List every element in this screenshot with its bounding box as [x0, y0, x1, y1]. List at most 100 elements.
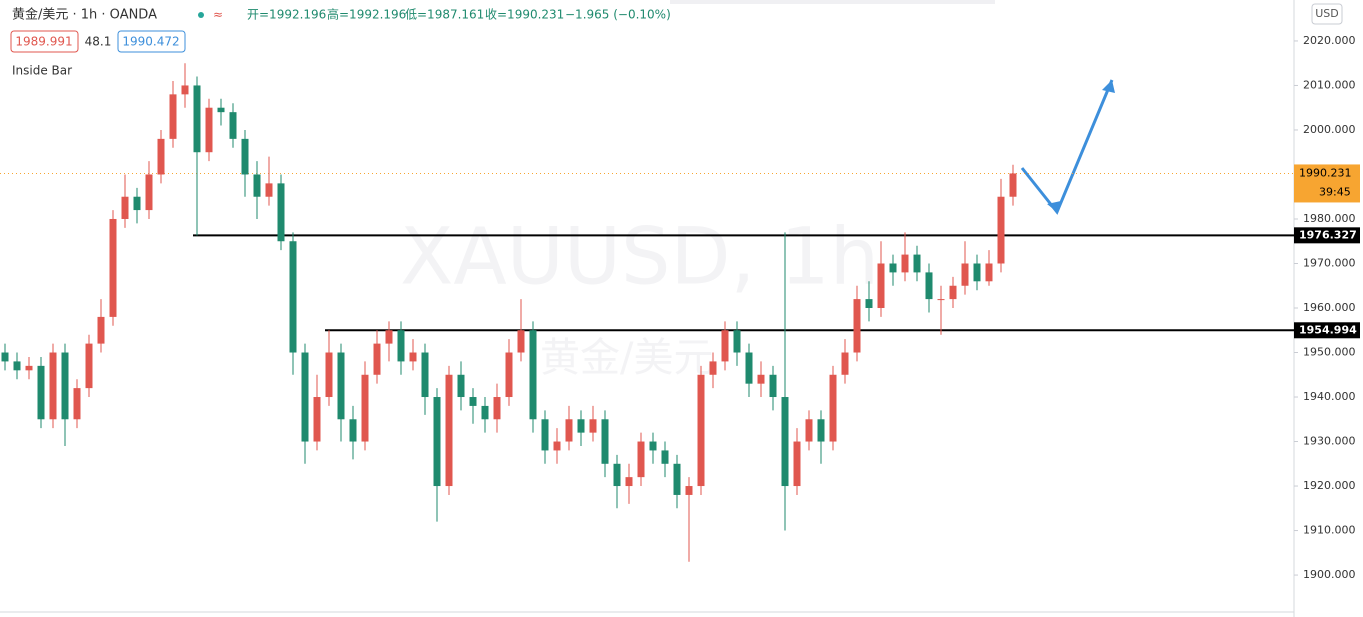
candle-body: [169, 94, 177, 139]
spread: 48.1: [85, 35, 112, 49]
candle-body: [913, 254, 921, 273]
y-tick-label: 1930.000: [1303, 435, 1356, 448]
quote-change: −1.965 (−0.10%): [565, 8, 671, 22]
candle-body: [709, 361, 717, 375]
candle-body: [337, 352, 345, 420]
candle-body: [133, 196, 141, 211]
currency-button[interactable]: [1311, 3, 1343, 25]
candle-body: [313, 397, 321, 442]
candle-body: [985, 263, 993, 282]
candle-body: [949, 285, 957, 300]
candle-body: [529, 330, 537, 420]
candle-body: [829, 374, 837, 442]
quote-close: 收=1990.231: [485, 8, 564, 22]
y-tick-label: 1960.000: [1303, 301, 1356, 314]
y-tick-label: 1970.000: [1303, 256, 1356, 269]
currency-label: USD: [1315, 7, 1339, 20]
candle-body: [373, 343, 381, 375]
candle-body: [589, 419, 597, 433]
last-price-tag: [1294, 164, 1360, 203]
candle-body: [625, 477, 633, 487]
candle-body: [577, 419, 585, 433]
candle-body: [385, 330, 393, 344]
arrow-head: [1047, 201, 1061, 212]
candle-body: [1009, 173, 1017, 197]
candle-body: [961, 263, 969, 286]
candle-body: [685, 486, 693, 495]
quote-low: 低=1987.161: [405, 8, 484, 22]
countdown: 39:45: [1319, 185, 1351, 198]
y-tick-label: 2020.000: [1303, 34, 1356, 47]
candle-body: [85, 343, 93, 389]
indicator-label: Inside Bar: [12, 64, 72, 78]
candle-body: [841, 352, 849, 375]
candle-body: [757, 374, 765, 384]
candle-body: [517, 330, 525, 353]
candle-body: [421, 352, 429, 398]
candle-body: [673, 463, 681, 495]
candle-body: [769, 374, 777, 398]
candle-body: [265, 183, 273, 197]
candle-body: [289, 241, 297, 353]
level-tag: [1294, 322, 1360, 339]
arrow-drawing: [1020, 79, 1114, 215]
candle-body: [661, 450, 669, 464]
candle-body: [505, 352, 513, 398]
symbol-title: 黄金/美元 · 1h · OANDA: [12, 7, 157, 23]
candle-body: [973, 263, 981, 282]
candle-body: [241, 138, 249, 175]
candle-body: [253, 174, 261, 197]
candle-body: [889, 263, 897, 273]
candle-body: [649, 441, 657, 451]
y-tick-label: 1900.000: [1303, 568, 1356, 581]
bid: 1989.991: [15, 35, 72, 49]
candle-body: [145, 174, 153, 211]
status-dot: [198, 12, 204, 18]
status-wave: ≈: [213, 8, 223, 22]
y-tick-label: 1950.000: [1303, 346, 1356, 359]
candle-body: [409, 352, 417, 362]
candle-body: [61, 352, 69, 420]
candle-body: [925, 272, 933, 300]
candle-body: [457, 374, 465, 398]
candle-body: [721, 330, 729, 362]
candle-body: [301, 352, 309, 442]
quote-open: 开=1992.196: [247, 8, 326, 22]
candle-body: [601, 419, 609, 464]
level-label: 1976.327: [1299, 228, 1357, 241]
toolbar-handle: [670, 0, 995, 4]
candle-body: [493, 397, 501, 420]
watermark: XAUUSD, 1h: [400, 212, 879, 302]
candle-body: [565, 419, 573, 442]
candle-body: [193, 85, 201, 153]
candle-body: [217, 107, 225, 113]
candle-body: [13, 361, 21, 371]
candle-body: [109, 218, 117, 317]
candle-body: [877, 263, 885, 309]
candle-body: [853, 299, 861, 353]
candle-body: [97, 316, 105, 344]
y-tick-label: 2000.000: [1303, 123, 1356, 136]
arrow-head: [1102, 80, 1115, 93]
candle-body: [181, 85, 189, 95]
candle-body: [397, 330, 405, 362]
candle-body: [205, 107, 213, 153]
candle-body: [325, 352, 333, 398]
candle-body: [613, 463, 621, 487]
candle-body: [37, 365, 45, 420]
ask-box[interactable]: [117, 30, 186, 53]
level-label: 1954.994: [1299, 323, 1357, 336]
candle-body: [25, 365, 33, 371]
y-tick-label: 1980.000: [1303, 212, 1356, 225]
candle-body: [745, 352, 753, 384]
watermark-sub: 黄金/美元: [540, 335, 713, 381]
bid-box[interactable]: [10, 30, 79, 53]
quote-high: 高=1992.196: [327, 7, 406, 22]
candle-body: [997, 196, 1005, 264]
candle-body: [121, 196, 129, 219]
last-price-label: 1990.231: [1299, 166, 1352, 179]
candle-body: [49, 352, 57, 420]
y-tick-label: 1940.000: [1303, 390, 1356, 403]
